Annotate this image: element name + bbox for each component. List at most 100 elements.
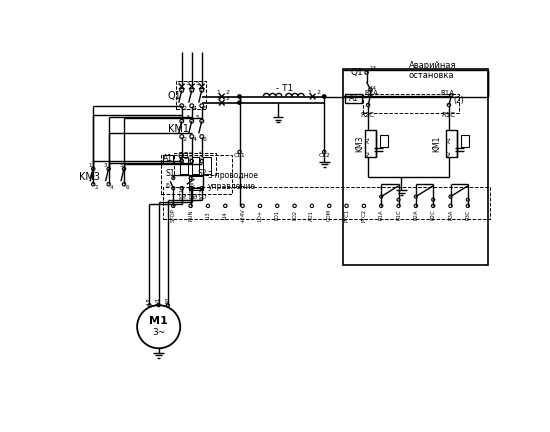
Text: C2: C2 — [203, 191, 208, 197]
Text: - T1: - T1 — [276, 84, 293, 93]
Text: M1: M1 — [149, 316, 168, 326]
Text: A2: A2 — [447, 150, 452, 157]
Text: 3/L2: 3/L2 — [189, 149, 194, 161]
Text: CL1: CL1 — [234, 153, 245, 158]
Text: R3A: R3A — [448, 210, 453, 220]
Text: A1: A1 — [163, 154, 173, 163]
Bar — [343, 69, 488, 265]
Text: 1/L1: 1/L1 — [179, 149, 184, 161]
Text: 14: 14 — [369, 86, 376, 91]
Circle shape — [238, 101, 241, 105]
Text: B2: B2 — [193, 191, 198, 197]
Text: R2C: R2C — [431, 210, 436, 220]
Bar — [189, 176, 203, 190]
Text: R2C: R2C — [360, 112, 375, 118]
Bar — [180, 156, 188, 174]
Text: W1: W1 — [166, 296, 170, 305]
Text: R1A: R1A — [441, 90, 454, 95]
Text: 2: 2 — [225, 90, 229, 95]
Text: 4/T2: 4/T2 — [189, 188, 194, 200]
Text: 1: 1 — [307, 90, 311, 95]
Text: 13: 13 — [369, 66, 376, 71]
Bar — [365, 130, 376, 157]
Text: 5/L3: 5/L3 — [199, 149, 204, 161]
Bar — [363, 94, 459, 113]
Bar — [204, 156, 211, 174]
Text: +24V: +24V — [240, 208, 245, 222]
Bar — [446, 130, 456, 157]
Text: Q1: Q1 — [350, 68, 363, 77]
Text: CL2: CL2 — [318, 153, 330, 158]
Text: A1: A1 — [366, 136, 371, 143]
Text: 2/T1: 2/T1 — [179, 188, 184, 200]
Text: STOP: STOP — [171, 208, 176, 222]
Text: PTC2: PTC2 — [361, 209, 366, 222]
Text: R2A: R2A — [414, 210, 419, 220]
Text: 4: 4 — [193, 137, 197, 142]
Text: A2: A2 — [366, 150, 371, 157]
Text: 1: 1 — [89, 162, 92, 168]
Text: KM1: KM1 — [432, 136, 441, 152]
Text: LO+: LO+ — [257, 210, 262, 221]
Text: 2: 2 — [183, 106, 187, 111]
Text: 2: 2 — [183, 137, 187, 142]
Text: A2: A2 — [183, 191, 188, 197]
Text: 2: 2 — [95, 185, 98, 190]
Text: 5: 5 — [119, 162, 123, 168]
Text: KM3: KM3 — [79, 172, 100, 181]
Text: R2A: R2A — [364, 90, 378, 95]
Text: LO1: LO1 — [275, 210, 280, 220]
Text: R1C: R1C — [441, 112, 455, 118]
Text: U1: U1 — [147, 297, 152, 304]
Text: PTC1: PTC1 — [344, 209, 349, 222]
Text: 3~: 3~ — [152, 327, 166, 337]
Text: COM: COM — [327, 209, 332, 221]
Bar — [161, 155, 232, 194]
Text: RUN: RUN — [188, 210, 193, 221]
Text: V1: V1 — [156, 297, 161, 304]
Bar — [345, 94, 362, 103]
Text: S2: S2 — [197, 169, 207, 178]
Text: 6: 6 — [203, 106, 207, 111]
Bar — [381, 135, 388, 146]
Text: A1: A1 — [447, 136, 452, 143]
Text: 4: 4 — [110, 185, 113, 190]
Text: KM1: KM1 — [168, 124, 189, 134]
Text: 5: 5 — [196, 81, 200, 86]
Text: KM3: KM3 — [355, 136, 364, 152]
Text: 1: 1 — [216, 96, 220, 102]
Text: E-: E- — [189, 183, 195, 188]
Text: 6: 6 — [203, 137, 207, 142]
Text: 2: 2 — [225, 96, 229, 102]
Text: E-: E- — [166, 183, 172, 188]
Text: Q3: Q3 — [177, 152, 189, 161]
Text: S1: S1 — [166, 169, 175, 178]
Text: Q1: Q1 — [168, 91, 182, 101]
Circle shape — [322, 95, 326, 98]
Text: 3: 3 — [104, 162, 107, 168]
Bar — [163, 187, 490, 219]
Text: R1C: R1C — [396, 210, 401, 220]
Text: (2): (2) — [454, 96, 464, 105]
Text: 3-проводное
управление: 3-проводное управление — [207, 172, 258, 191]
Text: 6/T3: 6/T3 — [199, 188, 204, 200]
Text: 4: 4 — [193, 106, 197, 111]
Bar — [177, 81, 206, 109]
Text: 1: 1 — [176, 115, 180, 120]
Text: LI4: LI4 — [223, 211, 228, 219]
Text: 5: 5 — [196, 115, 200, 120]
Text: LI3: LI3 — [206, 211, 211, 219]
Text: AO1: AO1 — [310, 210, 315, 220]
Text: 3: 3 — [186, 115, 190, 120]
Bar — [174, 153, 216, 175]
Text: Аварийная
остановка: Аварийная остановка — [409, 60, 456, 80]
Text: 3: 3 — [186, 81, 190, 86]
Text: 6: 6 — [125, 185, 129, 190]
Bar — [461, 135, 469, 146]
Bar — [163, 155, 173, 163]
Text: R3C: R3C — [465, 210, 470, 220]
Text: 2: 2 — [316, 90, 320, 95]
Text: LO2: LO2 — [292, 210, 297, 220]
Text: 1: 1 — [216, 90, 220, 95]
Text: A1: A1 — [349, 94, 359, 103]
